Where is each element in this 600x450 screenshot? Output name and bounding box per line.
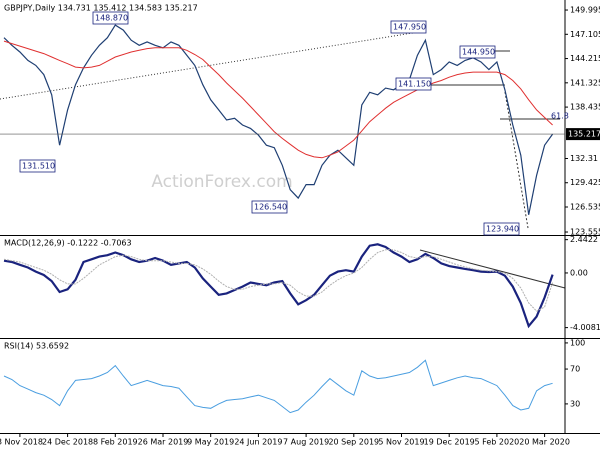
x-tick-label: 5 Feb 2020: [475, 438, 520, 447]
x-tick-label: 20 Sep 2019: [328, 438, 379, 447]
y-tick-label: 138.435: [570, 103, 600, 112]
annotation-box: [92, 11, 129, 25]
trend-line: [419, 249, 566, 289]
y-tick-label: 147.105: [570, 30, 600, 39]
annotation: 61.8: [551, 112, 569, 121]
watermark: ActionForex.com: [151, 172, 292, 192]
x-tick-label: 8 Feb 2019: [93, 438, 138, 447]
x-tick-label: 24 Dec 2018: [42, 438, 93, 447]
annotation: 131.510: [22, 162, 55, 171]
series-line: [3, 359, 553, 414]
annotation: 148.870: [95, 14, 128, 23]
panel-frames: [0, 0, 600, 434]
x-tick-label: 9 May 2019: [187, 438, 234, 447]
x-tick-label: 7 Aug 2019: [283, 438, 329, 447]
panel-title: MACD(12,26,9) -0.1222 -0.7063: [4, 239, 132, 248]
series-line: [3, 24, 554, 215]
series-line: [3, 249, 554, 312]
y-tick-label: 149.995: [570, 6, 600, 15]
x-tick-label: 8 Nov 2018: [0, 438, 43, 447]
annotation: 144.950: [462, 48, 495, 57]
annotation: 126.540: [254, 203, 287, 212]
y-tick-label: 100: [570, 338, 585, 347]
y-tick-label: 2.4422: [570, 235, 598, 244]
y-tick-label: 132.31: [570, 154, 598, 163]
annotation: 141.150: [398, 80, 431, 89]
chart-title: GBPJPY,Daily 134.731 135.412 134.583 135…: [4, 4, 198, 13]
y-tick-label: 123.555: [570, 228, 600, 237]
y-tick-label: -4.0081: [570, 323, 600, 332]
series-line: [3, 40, 553, 159]
y-tick-label: 0.00: [570, 268, 588, 277]
y-tick-label: 144.215: [570, 54, 600, 63]
y-tick-label: 129.425: [570, 178, 600, 187]
x-tick-label: 5 Nov 2019: [378, 438, 424, 447]
trend-line: [504, 91, 529, 229]
annotation-box: [390, 20, 427, 34]
annotation-box: [395, 77, 432, 91]
annotation-box: [483, 222, 520, 236]
series-line: [3, 243, 554, 329]
panel-title: RSI(14) 53.6592: [4, 342, 69, 351]
y-tick-label: 30: [570, 399, 580, 408]
annotation-box: [19, 159, 56, 173]
x-tick-label: 19 Dec 2019: [424, 438, 475, 447]
y-tick-label: 126.535: [570, 202, 600, 211]
last-price-box: [566, 128, 600, 141]
x-tick-label: 24 Jun 2019: [234, 438, 282, 447]
last-price-label: 135.217: [568, 130, 600, 139]
y-tick-label: 70: [570, 365, 580, 374]
annotation: 123.940: [486, 225, 519, 234]
annotation-box: [459, 45, 496, 59]
x-tick-label: 20 Mar 2020: [519, 438, 570, 447]
annotation-box: [251, 200, 288, 214]
y-tick-label: 141.325: [570, 78, 600, 87]
annotation: 147.950: [393, 23, 426, 32]
x-tick-label: 26 Mar 2019: [138, 438, 189, 447]
